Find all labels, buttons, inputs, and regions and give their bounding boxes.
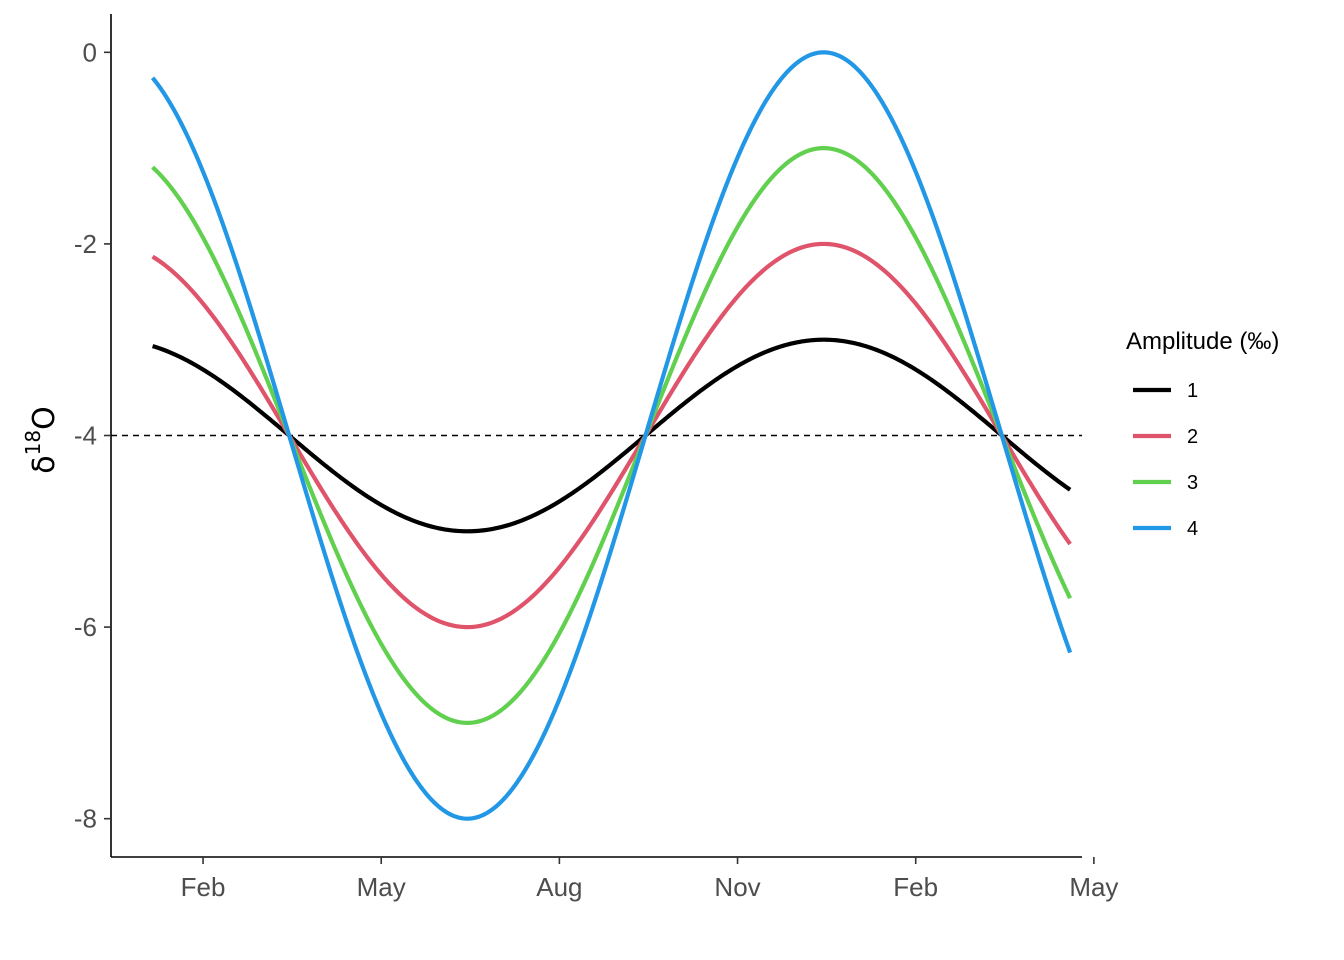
plot-area [111,50,1082,821]
legend: Amplitude (‰) 1 2 3 4 [1126,328,1279,540]
x-tick-label: May [1069,872,1118,902]
series-line-amplitude-4 [150,50,1073,821]
x-tick-label: Feb [181,872,226,902]
y-axis-title: δ18O [21,406,62,473]
legend-items: 1 2 3 4 [1133,380,1198,540]
series-line-amplitude-1 [151,337,1072,534]
y-tick-label: -6 [74,612,97,642]
x-axis: Feb May Aug Nov Feb May [111,856,1118,902]
series-line-amplitude-2 [151,241,1072,630]
x-tick-label: May [357,872,406,902]
y-tick-label: -2 [74,229,97,259]
legend-label-4: 4 [1187,518,1198,540]
x-tick-label: Feb [893,872,938,902]
x-tick-label: Nov [714,872,760,902]
y-tick-label: -4 [74,421,97,451]
y-axis-title-symbol: δ [27,455,62,473]
y-tick-label: 0 [83,37,97,67]
y-axis-title-superscript: 18 [21,430,45,455]
legend-label-3: 3 [1187,472,1198,494]
legend-label-1: 1 [1187,380,1198,402]
y-axis: 0 -2 -4 -6 -8 [74,14,112,857]
legend-label-2: 2 [1187,426,1198,448]
x-tick-label: Aug [536,872,582,902]
series-line-amplitude-3 [151,146,1073,725]
y-tick-label: -8 [74,804,97,834]
legend-title: Amplitude (‰) [1126,328,1279,355]
y-axis-title-element: O [27,406,62,430]
